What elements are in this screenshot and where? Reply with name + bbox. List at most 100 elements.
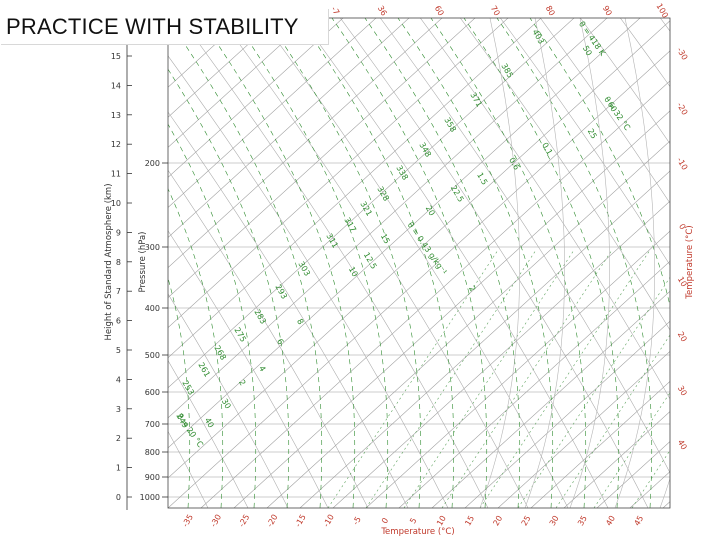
diagram-annotation: θ = 32 °C (602, 95, 632, 132)
bottom-temp-tick-label: 25 (520, 514, 533, 527)
isotherm-line (266, 140, 670, 508)
isotherm-curve (614, 18, 655, 508)
isotherm-line (497, 350, 670, 508)
moist-adiabat-line (430, 18, 587, 508)
height-tick-label: 5 (116, 346, 121, 355)
isotherm-line (431, 290, 670, 508)
height-tick-label: 7 (116, 287, 121, 296)
pressure-tick-label: 600 (145, 388, 160, 397)
top-tick-label: 90 (601, 4, 614, 17)
isotherm-line (168, 18, 377, 208)
isotherm-line (168, 18, 344, 178)
mixing-ratio-line (517, 276, 670, 508)
dry-adiabat-line (168, 230, 329, 508)
height-tick-label: 15 (111, 52, 121, 61)
isoline-label: 50 (581, 44, 594, 57)
isoline-label: 10 (347, 265, 360, 278)
isoline-label: 317 (342, 216, 357, 234)
top-tick-label: -7 (329, 5, 341, 16)
dry-adiabat-line (179, 18, 489, 508)
moist-adiabat-line (168, 188, 224, 508)
moist-adiabat-line (496, 18, 653, 508)
grid-layer (126, 17, 671, 510)
mixing-ratio-line (403, 249, 575, 508)
isotherm-line (629, 471, 670, 508)
pressure-tick-label: 500 (145, 351, 160, 360)
height-tick-label: 8 (116, 258, 121, 267)
dry-adiabat-line (259, 18, 569, 508)
mixing-ratio-line (631, 449, 670, 508)
bottom-temp-tick-label: -10 (322, 513, 336, 529)
bottom-temp-tick-label: -20 (265, 513, 279, 529)
right-temp-tick-label: 20 (676, 330, 689, 343)
isoline-label: 15 (379, 232, 392, 245)
bottom-axis-label: Temperature (°C) (380, 527, 454, 537)
moist-adiabat-line (463, 18, 620, 508)
title-box: PRACTICE WITH STABILITY (0, 8, 328, 44)
isoline-label: 328 (375, 185, 390, 203)
isoline-label: 4 (257, 364, 267, 373)
isotherm-line (299, 170, 670, 508)
page-title: PRACTICE WITH STABILITY (6, 14, 299, 39)
height-axis-label: Height of Standard Atmosphere (km) (104, 183, 114, 340)
mixing-ratio-line (365, 249, 537, 508)
height-tick-label: 6 (116, 317, 121, 326)
bottom-temp-tick-label: -5 (351, 515, 363, 526)
isotherm-line (233, 110, 670, 508)
isoline-label: 60 (606, 100, 619, 113)
isotherm-line (168, 18, 278, 118)
height-tick-label: 1 (116, 464, 121, 473)
plot-lines (168, 18, 670, 508)
bottom-temp-tick-label: -25 (237, 513, 251, 529)
isotherm-line (168, 50, 670, 508)
isotherm-line (332, 200, 670, 508)
height-tick-label: 13 (111, 111, 121, 120)
isoline-label: 403 (530, 28, 545, 46)
mixing-ratio-line (593, 392, 670, 508)
dry-adiabat-line (168, 111, 409, 508)
isotherm-line (168, 18, 443, 268)
isoline-label: 371 (468, 91, 483, 109)
isotherm-curve (479, 18, 520, 508)
moist-adiabat-line (199, 18, 356, 508)
bottom-temp-tick-label: 30 (548, 514, 561, 527)
right-temp-tick-label: -30 (675, 46, 689, 62)
height-tick-label: 12 (111, 140, 121, 149)
isotherm-line (168, 18, 542, 359)
bottom-temp-tick-label: 40 (604, 514, 617, 527)
isoline-label: 358 (442, 116, 457, 134)
top-tick-label: 70 (489, 4, 502, 17)
pressure-tick-label: 300 (145, 243, 160, 252)
top-tick-label: 60 (433, 4, 446, 17)
isotherm-line (365, 230, 670, 508)
isoline-label: 2 (237, 378, 247, 387)
isoline-label: 25 (586, 127, 599, 140)
moist-adiabat-line (298, 18, 455, 508)
moist-adiabat-line (529, 18, 670, 308)
dry-adiabat-line (659, 18, 670, 32)
right-temp-tick-label: 30 (676, 384, 689, 397)
isoline-label: 12.5 (362, 251, 379, 271)
dry-adiabat-line (339, 18, 649, 508)
isoline-label: 1.5 (475, 171, 489, 187)
isoline-label: 253 (180, 379, 195, 397)
mixing-ratio-line (441, 249, 613, 508)
isoline-label: 348 (417, 141, 432, 159)
dry-adiabat-line (299, 18, 609, 508)
isotherm-line (168, 18, 476, 298)
pressure-axis-label: Pressure (hPa) (138, 232, 148, 293)
dry-adiabat-line (168, 360, 249, 508)
bottom-temp-tick-label: -30 (209, 513, 223, 529)
right-axis-label: Temperature (°C) (685, 225, 695, 299)
dry-adiabat-line (579, 18, 670, 145)
height-tick-label: 3 (116, 405, 121, 414)
plot-frame (167, 17, 671, 509)
height-tick-label: 11 (111, 170, 121, 179)
dry-adiabat-line (419, 18, 670, 400)
height-tick-label: 9 (116, 228, 121, 237)
bottom-temp-tick-label: 45 (632, 514, 645, 527)
isoline-label: 30 (220, 397, 233, 410)
top-tick-label: 80 (544, 4, 557, 17)
dry-adiabat-line (379, 18, 670, 474)
